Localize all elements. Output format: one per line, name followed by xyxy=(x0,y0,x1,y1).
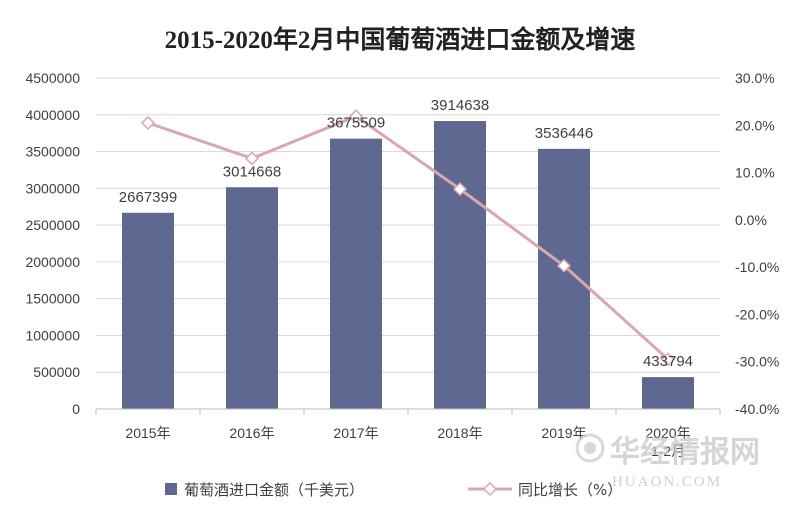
bar-data-labels: 2667399 3014668 3675509 3914638 3536446 43379… xyxy=(119,97,693,370)
line-point xyxy=(244,151,260,166)
bar-data-label: 3014668 xyxy=(223,163,281,180)
bar xyxy=(330,138,382,410)
left-tick-label: 1000000 xyxy=(25,327,80,343)
growth-line xyxy=(147,114,670,361)
line-point xyxy=(348,109,364,124)
right-tick-label: 30.0% xyxy=(735,70,775,86)
right-tick-label: 20.0% xyxy=(735,117,775,133)
bar xyxy=(434,121,486,409)
left-tick-label: 500000 xyxy=(33,364,80,380)
left-tick-label: 1500000 xyxy=(25,291,80,307)
bar-data-label: 3675509 xyxy=(327,115,385,132)
line-point xyxy=(452,182,468,197)
watermark-logo-icon xyxy=(575,433,605,463)
left-tick-label: 2000000 xyxy=(25,254,80,270)
bar-data-label: 3536446 xyxy=(535,125,593,142)
legend-diamond-icon xyxy=(482,481,498,497)
left-tick-label: 3500000 xyxy=(25,144,80,160)
line-point xyxy=(556,258,572,273)
x-tick-label: 2017年 xyxy=(333,425,378,441)
watermark: 华经情报网 HUAON.COM xyxy=(575,433,760,490)
right-tick-label: -10.0% xyxy=(735,259,779,275)
x-tick-label: 2020年 1-2月 xyxy=(645,425,690,459)
bar-data-label: 3914638 xyxy=(431,97,489,114)
right-tick-label: 10.0% xyxy=(735,165,775,181)
chart-title: 2015-2020年2月中国葡萄酒进口金额及增速 xyxy=(165,25,636,54)
x-axis: 2015年 2016年 2017年 2018年 2019年 2020年 1-2月 xyxy=(95,408,721,459)
left-y-axis: 0 500000 1000000 1500000 2000000 2500000 30000… xyxy=(25,70,80,417)
right-tick-label: -20.0% xyxy=(735,306,779,322)
bar xyxy=(226,187,278,409)
x-tick-label: 2018年 xyxy=(437,425,482,441)
right-tick-label: 0.0% xyxy=(735,212,767,228)
left-tick-label: 0 xyxy=(72,401,80,417)
bar xyxy=(122,212,174,409)
watermark-en-text: HUAON.COM xyxy=(612,474,722,490)
line-point xyxy=(140,115,156,130)
line-point xyxy=(660,352,676,367)
legend: 葡萄酒进口金额（千美元） 同比增长（%） xyxy=(165,481,622,499)
bar-data-label: 2667399 xyxy=(119,189,177,206)
right-tick-label: -30.0% xyxy=(735,354,779,370)
left-tick-label: 3000000 xyxy=(25,180,80,196)
bar xyxy=(538,148,590,409)
bar-series xyxy=(122,121,694,410)
left-tick-label: 2500000 xyxy=(25,217,80,233)
bar xyxy=(642,377,694,409)
left-tick-label: 4000000 xyxy=(25,107,80,123)
bar-data-label: 433794 xyxy=(643,353,693,370)
x-tick-label: 2019年 xyxy=(541,425,586,441)
right-tick-label: -40.0% xyxy=(735,401,779,417)
x-tick-label: 2016年 xyxy=(229,425,274,441)
legend-bar-swatch xyxy=(165,483,177,495)
gridlines xyxy=(96,77,720,410)
growth-line-series xyxy=(140,109,676,367)
right-y-axis: -40.0% -30.0% -20.0% -10.0% 0.0% 10.0% 20.0% 30… xyxy=(735,70,779,417)
legend-line-label: 同比增长（%） xyxy=(518,481,622,499)
x-tick-label: 2015年 xyxy=(125,425,170,441)
legend-bar-label: 葡萄酒进口金额（千美元） xyxy=(184,481,364,499)
watermark-cn-text: 华经情报网 xyxy=(610,435,760,470)
left-tick-label: 4500000 xyxy=(25,70,80,86)
